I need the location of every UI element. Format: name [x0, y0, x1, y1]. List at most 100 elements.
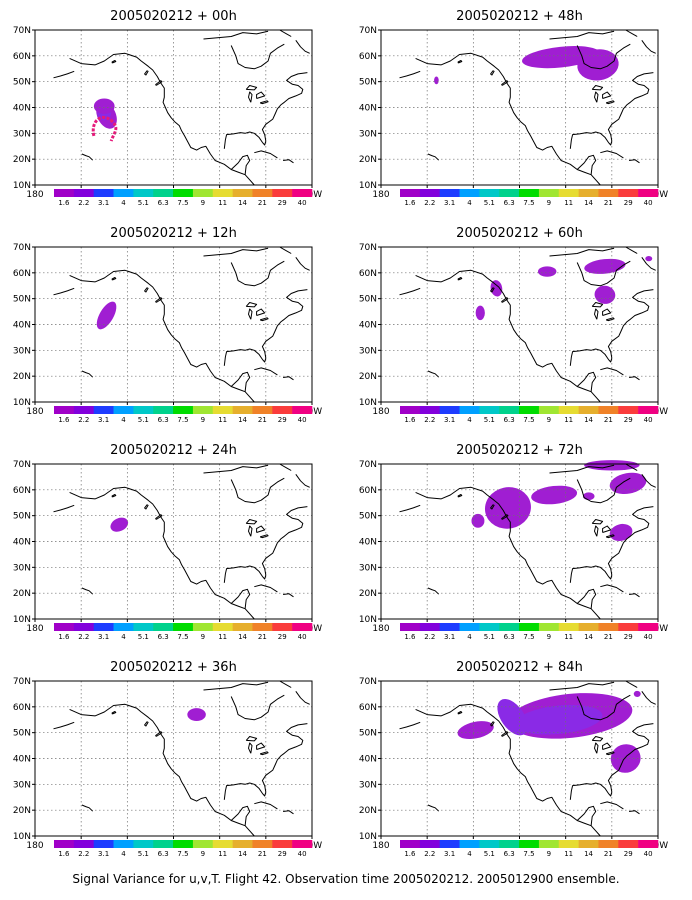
- coastline: [254, 584, 278, 593]
- colorbar-swatch: [153, 189, 174, 197]
- colorbar-label: 14: [584, 850, 593, 858]
- lat-tick-label: 10N: [359, 398, 377, 408]
- island-outline: [457, 60, 463, 64]
- coastline: [415, 703, 601, 837]
- colorbar-label: 29: [624, 199, 633, 207]
- colorbar-label: 11: [564, 416, 573, 424]
- colorbar-label: 21: [604, 199, 613, 207]
- arctic-coastline: [279, 246, 292, 254]
- lat-tick-label: 30N: [359, 346, 377, 356]
- colorbar-swatch: [54, 840, 75, 848]
- panel-title: 2005020212 + 60h: [456, 226, 583, 241]
- figure-caption: Signal Variance for u,v,T. Flight 42. Ob…: [72, 872, 620, 886]
- arctic-coastline: [279, 463, 292, 471]
- coastline: [230, 43, 285, 70]
- lat-tick-label: 30N: [359, 780, 377, 790]
- colorbar-label: 9: [201, 633, 205, 641]
- great-lake-outline: [602, 308, 612, 316]
- colorbar-label: 4: [467, 416, 472, 424]
- colorbar-swatch: [519, 406, 540, 414]
- colorbar-swatch: [192, 189, 214, 197]
- colorbar-label: 40: [644, 633, 653, 641]
- great-lake-outline: [591, 519, 604, 525]
- colorbar-swatch: [73, 189, 94, 197]
- colorbar-swatch: [499, 406, 520, 414]
- colorbar-swatch: [439, 406, 460, 414]
- lat-tick-label: 60N: [13, 703, 31, 713]
- colorbar-label: 14: [238, 416, 247, 424]
- colorbar: 1.6 2.2 3.1 4 5.1 6.3 7.5 9 11 14 21 29 40: [400, 189, 659, 207]
- colorbar-swatch: [133, 406, 154, 414]
- colorbar-label: 4: [467, 850, 472, 858]
- lat-tick-label: 70N: [13, 460, 31, 470]
- forecast-map-panel: 2005020212 + 36h 10N 20N 30N 40N 50N 60N 70N 180…: [0, 651, 346, 867]
- colorbar-swatch: [93, 406, 114, 414]
- coastline: [629, 159, 640, 164]
- arctic-coastline: [641, 691, 656, 705]
- lat-tick-label: 10N: [13, 398, 31, 408]
- coastline: [427, 587, 440, 595]
- lat-tick-label: 70N: [13, 243, 31, 253]
- lat-tick-label: 10N: [359, 832, 377, 842]
- coastline: [230, 805, 251, 826]
- lat-tick-label: 50N: [13, 512, 31, 522]
- arctic-coastline: [203, 30, 269, 40]
- signal-contour-region: [609, 523, 633, 541]
- colorbar-label: 3.1: [444, 850, 455, 858]
- colorbar: 1.6 2.2 3.1 4 5.1 6.3 7.5 9 11 14 21 29 40: [400, 840, 659, 858]
- colorbar-swatch: [618, 623, 639, 631]
- great-lake-outline: [591, 302, 604, 308]
- colorbar-label: 2.2: [78, 850, 89, 858]
- colorbar: 1.6 2.2 3.1 4 5.1 6.3 7.5 9 11 14 21 29 40: [54, 840, 313, 858]
- colorbar-swatch: [638, 406, 659, 414]
- great-lake-outline: [248, 308, 253, 320]
- colorbar-label: 29: [278, 633, 287, 641]
- colorbar-label: 29: [278, 416, 287, 424]
- coastline: [427, 370, 440, 378]
- great-lake-outline: [248, 91, 253, 103]
- great-lake-outline: [594, 308, 599, 320]
- colorbar-label: 6.3: [158, 199, 169, 207]
- colorbar-label: 40: [644, 199, 653, 207]
- lat-tick-label: 60N: [13, 269, 31, 279]
- arctic-coastline: [279, 680, 292, 688]
- lon-tick-label: 180: [372, 407, 389, 417]
- colorbar-swatch: [192, 623, 214, 631]
- colorbar-swatch: [292, 189, 313, 197]
- lat-tick-label: 50N: [13, 78, 31, 88]
- island-outline: [490, 504, 495, 510]
- great-lake-outline: [256, 91, 266, 99]
- coastline: [427, 804, 440, 812]
- colorbar-label: 21: [258, 199, 267, 207]
- colorbar-label: 6.3: [158, 416, 169, 424]
- great-lake-outline: [605, 317, 615, 322]
- colorbar-swatch: [292, 840, 313, 848]
- arctic-coastline: [203, 247, 269, 257]
- high-signal-contour: [91, 115, 118, 142]
- colorbar-label: 21: [604, 850, 613, 858]
- island-outline: [144, 504, 149, 510]
- colorbar-swatch: [419, 189, 440, 197]
- coastline: [415, 486, 601, 620]
- great-lake-outline: [256, 308, 266, 316]
- colorbar-swatch: [252, 189, 273, 197]
- lat-tick-label: 50N: [359, 295, 377, 305]
- forecast-map-panel: 2005020212 + 24h 10N 20N 30N 40N 50N 60N 70N 180…: [0, 434, 346, 650]
- colorbar-label: 3.1: [444, 633, 455, 641]
- island-outline: [144, 70, 149, 76]
- colorbar-swatch: [173, 840, 194, 848]
- island-outline: [144, 287, 149, 293]
- coastline: [576, 260, 631, 287]
- lat-tick-label: 70N: [13, 677, 31, 687]
- arctic-coastline: [295, 40, 310, 54]
- island-outline: [457, 277, 463, 281]
- arctic-coastline: [641, 474, 656, 488]
- lat-tick-label: 20N: [359, 589, 377, 599]
- colorbar: 1.6 2.2 3.1 4 5.1 6.3 7.5 9 11 14 21 29 40: [400, 623, 659, 641]
- colorbar-label: 11: [564, 850, 573, 858]
- coastline: [53, 287, 75, 296]
- great-lake-outline: [256, 742, 266, 750]
- coastline: [53, 70, 75, 79]
- colorbar-swatch: [578, 623, 599, 631]
- colorbar-swatch: [558, 189, 579, 197]
